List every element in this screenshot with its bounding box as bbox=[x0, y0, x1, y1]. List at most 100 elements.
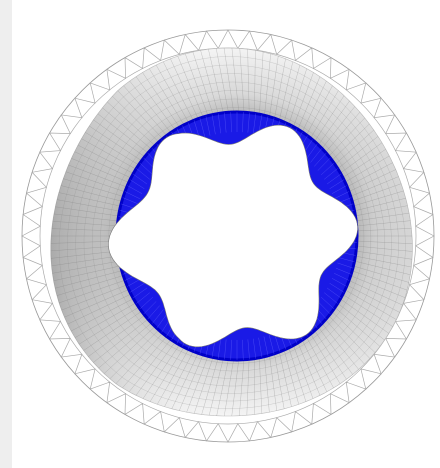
mesh-line bbox=[50, 240, 120, 244]
mesh-line bbox=[246, 353, 250, 416]
blue-mesh-line bbox=[317, 157, 331, 171]
mesh-line bbox=[97, 113, 152, 156]
mesh-line bbox=[216, 353, 230, 416]
mesh-line bbox=[155, 64, 192, 128]
mesh-line bbox=[332, 129, 374, 167]
mesh-line bbox=[304, 85, 333, 140]
mesh-ring bbox=[83, 81, 385, 387]
mesh-line bbox=[312, 95, 345, 146]
mesh-line bbox=[315, 323, 353, 375]
blue-mesh-line bbox=[331, 185, 347, 194]
mesh-line bbox=[337, 142, 383, 176]
blue-mesh-line bbox=[268, 334, 275, 354]
mesh-line bbox=[348, 176, 399, 198]
mesh-line bbox=[179, 349, 206, 411]
mesh-line bbox=[308, 90, 339, 143]
blue-mesh-line bbox=[230, 339, 232, 360]
blue-mesh-line bbox=[334, 191, 350, 199]
blue-mesh-line bbox=[247, 112, 250, 133]
blue-mesh-line bbox=[253, 113, 256, 134]
blue-mesh-line bbox=[139, 162, 153, 176]
mesh-line bbox=[149, 68, 187, 130]
blue-mesh-line bbox=[122, 197, 139, 205]
mesh-line bbox=[208, 49, 225, 119]
mesh-line bbox=[287, 342, 307, 402]
mesh-line bbox=[135, 76, 179, 134]
mesh-line bbox=[319, 320, 359, 370]
mesh-line bbox=[63, 178, 126, 198]
blue-mesh-line bbox=[314, 152, 327, 167]
blue-mesh-line bbox=[242, 112, 244, 133]
mesh-line bbox=[79, 305, 142, 345]
mesh-line bbox=[55, 269, 125, 289]
mesh-line bbox=[346, 279, 403, 306]
mesh-line bbox=[282, 64, 301, 128]
blue-mesh-line bbox=[211, 114, 216, 135]
mesh-line bbox=[291, 72, 314, 132]
blue-mesh-line bbox=[324, 292, 338, 304]
mesh-line bbox=[348, 274, 406, 298]
mesh-line bbox=[107, 101, 159, 149]
blue-mesh-line bbox=[224, 112, 227, 133]
mesh-line bbox=[277, 61, 294, 126]
blue-mesh-line bbox=[230, 112, 232, 133]
mesh-line bbox=[115, 329, 166, 384]
blue-mesh-line bbox=[147, 305, 160, 320]
mesh-line bbox=[85, 132, 142, 167]
blue-mesh-line bbox=[205, 116, 211, 136]
mesh-line bbox=[65, 171, 128, 193]
blue-mesh-line bbox=[218, 113, 221, 134]
mesh-line bbox=[263, 350, 270, 413]
mesh-ring bbox=[100, 98, 371, 372]
blue-mesh-line bbox=[218, 338, 221, 359]
mesh-line bbox=[326, 117, 365, 160]
blue-mesh-line bbox=[224, 339, 227, 360]
mesh-line bbox=[354, 212, 410, 222]
mesh-line bbox=[268, 56, 279, 123]
mesh-line bbox=[231, 353, 240, 416]
mesh-line bbox=[335, 136, 379, 171]
mesh-line bbox=[344, 283, 400, 313]
mesh-line bbox=[117, 90, 166, 143]
mesh-line bbox=[164, 346, 197, 407]
blue-mesh-line bbox=[338, 257, 355, 262]
blue-mesh-line bbox=[156, 313, 168, 329]
mesh-line bbox=[263, 53, 271, 122]
mesh-line bbox=[224, 353, 235, 417]
blue-mesh-line bbox=[329, 283, 345, 293]
blue-mesh-line bbox=[139, 296, 153, 310]
mesh-line bbox=[88, 312, 148, 357]
mesh-line bbox=[61, 283, 130, 311]
mesh-line bbox=[135, 338, 179, 396]
mesh-line bbox=[74, 301, 139, 338]
mesh-line bbox=[342, 155, 390, 184]
blue-mesh-line bbox=[331, 278, 347, 287]
mesh-line bbox=[170, 58, 201, 124]
mesh-line bbox=[282, 344, 299, 405]
mesh-line bbox=[122, 332, 170, 389]
mesh-line bbox=[59, 279, 128, 304]
blue-mesh-line bbox=[326, 173, 342, 185]
mesh-line bbox=[89, 125, 145, 163]
mesh-line bbox=[354, 220, 411, 227]
blue-mesh-line bbox=[247, 339, 250, 360]
mesh-line bbox=[200, 50, 220, 120]
mesh-line bbox=[322, 112, 361, 156]
blue-mesh-line bbox=[263, 336, 269, 356]
mesh-line bbox=[319, 106, 355, 152]
mesh-line bbox=[98, 320, 155, 369]
mesh-line bbox=[239, 353, 245, 416]
blue-mesh-line bbox=[132, 287, 148, 299]
mesh-line bbox=[216, 48, 230, 119]
mesh-line bbox=[112, 96, 162, 146]
mesh-line bbox=[81, 138, 139, 171]
blue-mesh-line bbox=[136, 292, 150, 304]
mesh-line bbox=[109, 326, 162, 379]
mesh-line bbox=[304, 332, 334, 389]
mesh-line bbox=[346, 169, 396, 193]
mesh-line bbox=[52, 221, 120, 227]
side-strip bbox=[0, 0, 12, 468]
blue-mesh-line bbox=[329, 179, 345, 189]
mesh-line bbox=[342, 288, 397, 320]
